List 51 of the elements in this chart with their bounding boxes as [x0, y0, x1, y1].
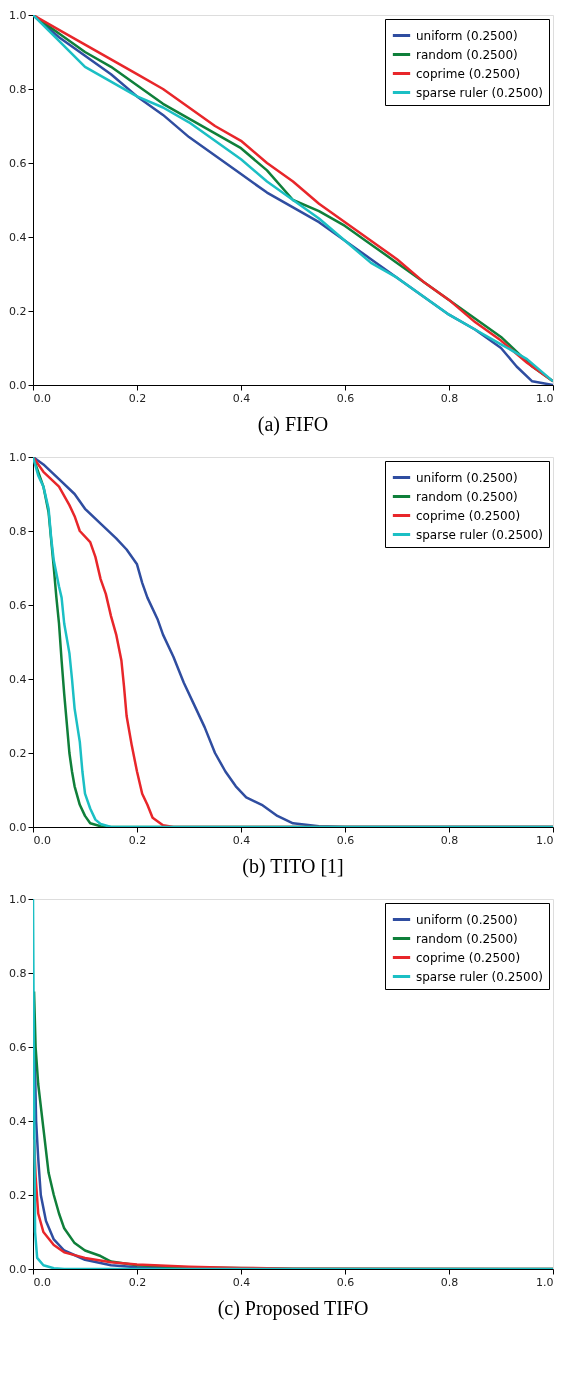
x-tick-label: 0.0 [33, 1275, 51, 1289]
y-tick-label: 1.0 [9, 892, 27, 906]
x-tick-label: 0.8 [440, 1275, 459, 1289]
x-tick-label: 0.6 [336, 1275, 355, 1289]
legend-label: uniform (0.2500) [416, 470, 518, 485]
legend-label: uniform (0.2500) [416, 28, 518, 43]
legend-label: sparse ruler (0.2500) [416, 527, 543, 542]
y-tick-label: 1.0 [9, 450, 27, 464]
y-tick-label: 0.4 [9, 230, 27, 244]
y-tick-label: 0.0 [9, 1262, 27, 1276]
y-tick-label: 0.8 [9, 82, 27, 96]
legend-label: random (0.2500) [416, 47, 518, 62]
x-tick-label: 1.0 [536, 833, 554, 847]
legend-label: coprime (0.2500) [416, 508, 521, 523]
x-tick-label: 0.4 [232, 391, 251, 405]
x-tick-label: 0.8 [440, 391, 459, 405]
y-tick-label: 0.0 [9, 820, 27, 834]
y-tick-label: 0.2 [9, 746, 27, 760]
x-tick-label: 1.0 [536, 1275, 554, 1289]
legend-label: random (0.2500) [416, 931, 518, 946]
x-tick-label: 0.4 [232, 833, 251, 847]
y-tick-label: 0.2 [9, 1188, 27, 1202]
y-tick-label: 0.6 [9, 598, 27, 612]
text: (c) Proposed TIFO [217, 1297, 369, 1320]
y-tick-label: 0.4 [9, 672, 27, 686]
legend-label: coprime (0.2500) [416, 66, 521, 81]
text: (b) TITO [1] [242, 855, 344, 878]
x-tick-label: 0.0 [33, 833, 51, 847]
x-tick-label: 1.0 [536, 391, 554, 405]
y-tick-label: 0.6 [9, 156, 27, 170]
x-tick-label: 0.2 [128, 833, 147, 847]
legend-label: sparse ruler (0.2500) [416, 85, 543, 100]
x-tick-label: 0.2 [128, 391, 147, 405]
y-tick-label: 0.4 [9, 1114, 27, 1128]
y-tick-label: 0.8 [9, 524, 27, 538]
x-tick-label: 0.6 [336, 833, 355, 847]
legend-label: random (0.2500) [416, 489, 518, 504]
y-tick-label: 0.2 [9, 304, 27, 318]
legend-label: coprime (0.2500) [416, 950, 521, 965]
y-tick-label: 0.6 [9, 1040, 27, 1054]
y-tick-label: 0.0 [9, 378, 27, 392]
x-tick-label: 0.2 [128, 1275, 147, 1289]
x-tick-label: 0.8 [440, 833, 459, 847]
x-tick-label: 0.0 [33, 391, 51, 405]
legend-label: uniform (0.2500) [416, 912, 518, 927]
text: (a) FIFO [257, 413, 329, 436]
x-tick-label: 0.6 [336, 391, 355, 405]
y-tick-label: 1.0 [9, 8, 27, 22]
y-tick-label: 0.8 [9, 966, 27, 980]
legend-label: sparse ruler (0.2500) [416, 969, 543, 984]
x-tick-label: 0.4 [232, 1275, 251, 1289]
